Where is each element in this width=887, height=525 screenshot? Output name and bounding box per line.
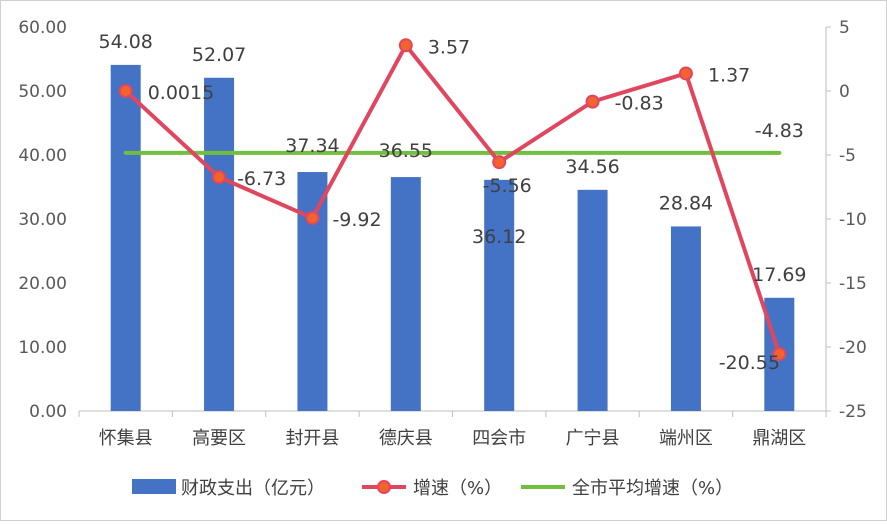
legend-swatch-expenditure <box>132 479 176 494</box>
right-axis-tick-label: -20 <box>839 338 867 358</box>
growth-data-label: -5.56 <box>483 175 532 197</box>
expenditure-bar <box>110 64 141 411</box>
growth-rate-marker <box>118 83 133 98</box>
growth-line-layer <box>118 38 787 362</box>
expenditure-data-label: 28.84 <box>659 192 713 214</box>
growth-rate-marker <box>678 66 693 81</box>
expenditure-data-label: 54.08 <box>98 31 152 53</box>
left-axis-tick-label: 40.00 <box>18 146 67 166</box>
x-axis-category-label: 怀集县 <box>99 428 153 449</box>
x-axis-category-label: 封开县 <box>285 428 339 449</box>
x-axis-category-label: 德庆县 <box>379 428 433 449</box>
x-axis-category-label: 高要区 <box>192 428 246 449</box>
expenditure-bar <box>204 77 235 411</box>
growth-data-label: -20.55 <box>719 352 780 374</box>
expenditure-bar <box>670 226 701 411</box>
expenditure-data-label: 36.55 <box>379 140 433 162</box>
growth-rate-marker <box>585 94 600 109</box>
bar-series-layer <box>110 64 795 411</box>
right-axis-tick-label: -5 <box>839 146 856 166</box>
growth-data-label: -0.83 <box>615 93 664 115</box>
expenditure-bar <box>390 177 421 411</box>
legend-swatch-growth-marker <box>377 480 391 494</box>
legend-label-expenditure: 财政支出（亿元） <box>181 478 325 499</box>
growth-data-label: -9.92 <box>332 209 381 231</box>
growth-data-label: 3.57 <box>428 36 470 58</box>
left-axis-tick-label: 10.00 <box>18 338 67 358</box>
left-axis-tick-label: 30.00 <box>18 210 67 230</box>
growth-data-label: 0.0015 <box>148 82 214 104</box>
left-axis-tick-label: 60.00 <box>18 18 67 38</box>
data-labels-layer: 54.08 52.07 37.34 36.55 36.12 34.56 28.84 17.69… <box>98 31 806 374</box>
growth-rate-marker <box>398 38 413 53</box>
expenditure-bar <box>577 189 608 411</box>
growth-rate-marker <box>772 347 787 362</box>
expenditure-bar <box>484 179 515 411</box>
average-data-label: -4.83 <box>755 120 804 142</box>
right-axis-tick-label: 5 <box>839 18 850 38</box>
legend-label-growth: 增速（%） <box>413 478 502 499</box>
expenditure-data-label: 17.69 <box>752 264 806 286</box>
expenditure-data-label: 36.12 <box>472 226 526 248</box>
growth-rate-marker <box>212 170 227 185</box>
expenditure-data-label: 52.07 <box>192 44 246 66</box>
x-axis-category-label: 四会市 <box>472 428 526 449</box>
axes-layer: 0.00 10.00 20.00 30.00 40.00 50.00 60.00 -25 -20… <box>18 18 866 449</box>
left-axis-tick-label: 50.00 <box>18 82 67 102</box>
legend: 财政支出（亿元） 增速（%） 全市平均增速（%） <box>132 478 733 499</box>
growth-data-label: -6.73 <box>237 168 286 190</box>
growth-rate-marker <box>492 155 507 170</box>
expenditure-data-label: 37.34 <box>285 135 339 157</box>
left-axis-tick-label: 20.00 <box>18 274 67 294</box>
expenditure-data-label: 34.56 <box>565 156 619 178</box>
left-axis-tick-label: 0.00 <box>29 402 67 422</box>
growth-rate-marker <box>305 210 320 225</box>
right-axis-tick-label: -15 <box>839 274 867 294</box>
x-axis-category-label: 广宁县 <box>566 428 620 449</box>
expenditure-bar <box>297 172 328 411</box>
legend-label-average: 全市平均增速（%） <box>572 478 733 499</box>
x-axis-category-label: 端州区 <box>659 428 713 449</box>
right-axis-tick-label: -10 <box>839 210 867 230</box>
growth-data-label: 1.37 <box>708 64 750 86</box>
right-axis-tick-label: 0 <box>839 82 850 102</box>
right-axis-tick-label: -25 <box>839 402 867 422</box>
growth-rate-line <box>124 43 782 355</box>
x-axis-category-label: 鼎湖区 <box>752 428 806 449</box>
